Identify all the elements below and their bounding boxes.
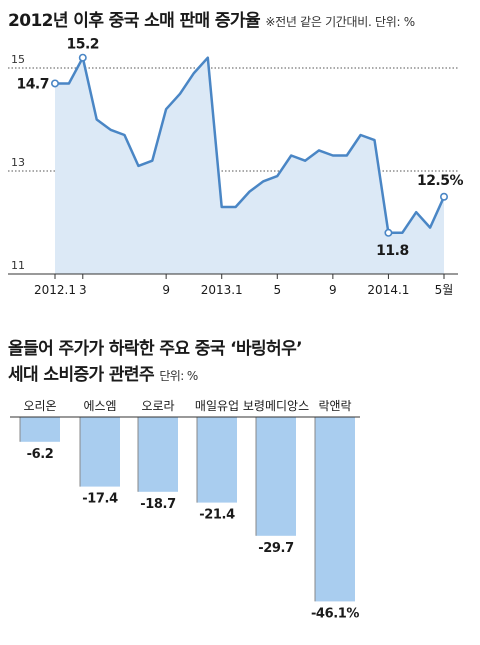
bar-value-label: -6.2: [27, 447, 54, 462]
bar-chart-title-line1: 올들어 주가가 하락한 주요 중국 ‘바링허우’: [8, 339, 303, 359]
bar-category-label: 오로라: [141, 399, 174, 413]
x-tick-label: 2014.1: [367, 283, 409, 297]
bar-category-label: 락앤락: [318, 399, 351, 413]
bar-value-label: -17.4: [82, 492, 118, 507]
bar-value-label: -18.7: [140, 497, 176, 512]
line-area-fill: [55, 57, 444, 275]
x-tick-label: 9: [329, 283, 337, 297]
bar-chart-title-line2: 세대 소비증가 관련주: [8, 365, 155, 385]
retail-sales-growth-line: [55, 56, 446, 235]
bar-value-label: -46.1%: [311, 606, 359, 621]
bar-category-label: 매일유업: [195, 399, 239, 413]
y-tick-label: 11: [11, 259, 25, 272]
line-chart-unit-note: ※전년 같은 기간대비. 단위: %: [265, 15, 415, 29]
bar: [197, 417, 237, 503]
x-tick-label: 5: [273, 283, 281, 297]
bar: [138, 417, 178, 492]
bar: [80, 417, 120, 487]
data-point-label: 12.5%: [417, 173, 464, 189]
data-point-marker: [439, 192, 448, 201]
bar: [315, 417, 355, 602]
y-tick-label: 13: [11, 156, 25, 169]
x-tick-label: 2012.1: [34, 283, 76, 297]
x-tick-label: 5월: [435, 283, 454, 297]
x-tick-label: 9: [162, 283, 170, 297]
data-point-label: 15.2: [67, 37, 100, 53]
bar: [20, 417, 60, 442]
bar-category-label: 오리온: [23, 399, 56, 413]
bar-chart-title-block: 올들어 주가가 하락한 주요 중국 ‘바링허우’ 세대 소비증가 관련주 단위:…: [8, 336, 303, 389]
bar-chart-unit-note: 단위: %: [159, 369, 198, 383]
bar-category-label: 보령메디앙스: [243, 399, 309, 413]
data-point-marker: [78, 53, 87, 62]
bar-value-label: -29.7: [258, 541, 294, 556]
bar: [256, 417, 296, 536]
line-chart-title-block: 2012년 이후 중국 소매 판매 증가율 ※전년 같은 기간대비. 단위: %: [8, 6, 415, 31]
x-tick-label: 2013.1: [201, 283, 243, 297]
y-tick-label: 15: [11, 53, 25, 66]
data-point-label: 14.7: [16, 76, 49, 92]
data-point-marker: [50, 79, 59, 88]
x-tick-label: 3: [79, 283, 87, 297]
data-point-marker: [384, 228, 393, 237]
bar-category-label: 에스엠: [83, 399, 116, 413]
bar-value-label: -21.4: [199, 508, 235, 523]
line-chart-title: 2012년 이후 중국 소매 판매 증가율: [8, 11, 261, 31]
data-point-label: 11.8: [376, 243, 409, 259]
